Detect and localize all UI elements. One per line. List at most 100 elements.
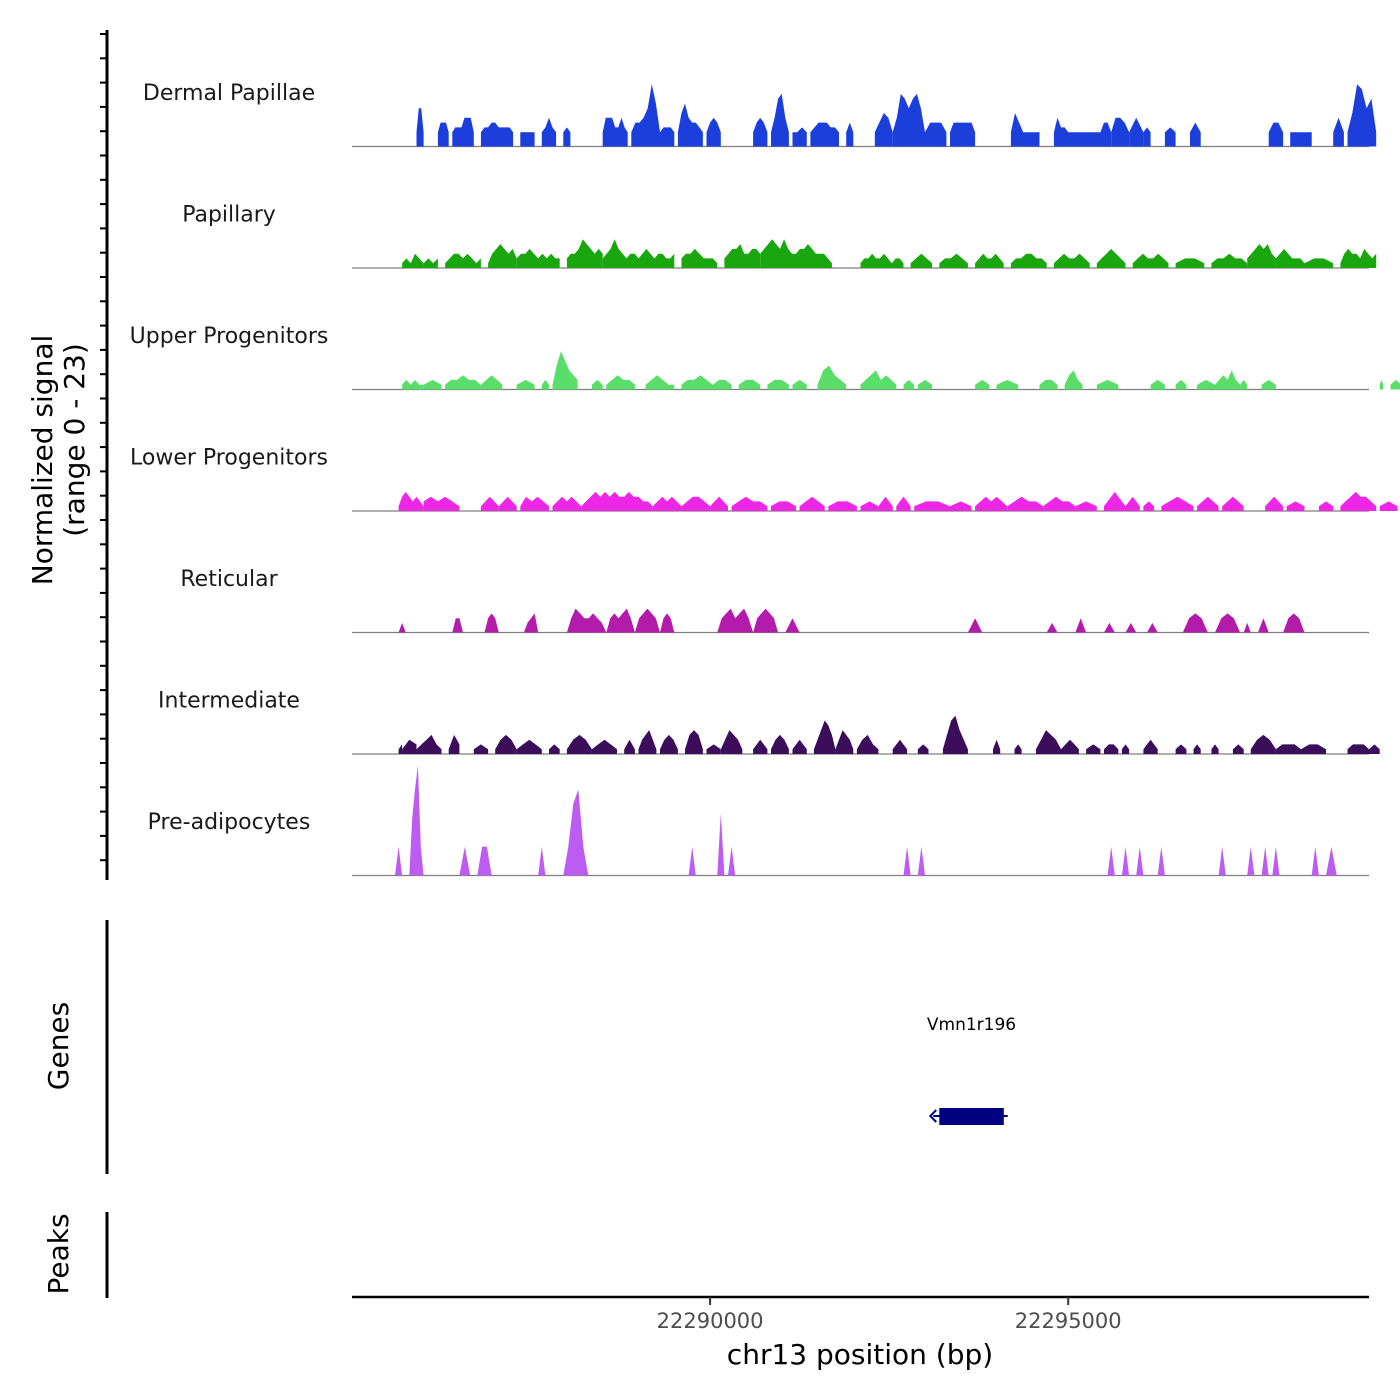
signal-peak	[785, 618, 800, 633]
signal-peak	[1240, 379, 1248, 390]
signal-peak	[1340, 248, 1377, 268]
signal-peak	[1039, 379, 1058, 390]
signal-peak	[860, 370, 897, 390]
signal-peak	[660, 613, 675, 633]
signal-peak	[1197, 379, 1215, 390]
signal-peak	[1333, 117, 1344, 147]
signal-peak	[591, 739, 617, 754]
signal-peak	[1340, 491, 1377, 511]
signal-peak	[1283, 613, 1305, 633]
track-label: Upper Progenitors	[130, 324, 329, 349]
signal-peak	[1143, 739, 1158, 754]
signal-peak	[975, 379, 990, 390]
signal-peak	[817, 365, 847, 390]
track-label: Lower Progenitors	[130, 446, 328, 471]
signal-peak	[1121, 744, 1130, 754]
signal-peak	[917, 846, 925, 876]
signal-peak	[1369, 744, 1380, 754]
signal-peak	[660, 127, 675, 147]
signal-y-axis-ticks	[100, 33, 107, 862]
signal-peak	[731, 496, 768, 511]
signal-peak	[753, 117, 768, 147]
signal-peak	[1275, 744, 1301, 754]
track-papillary: Papillary	[182, 203, 1377, 269]
x-tick-label: 22295000	[1015, 1309, 1122, 1333]
signal-peak	[846, 122, 854, 147]
signal-peak	[566, 239, 603, 268]
signal-peak	[710, 496, 728, 511]
signal-tracks: Dermal Papillae Papillary Upper Progenitor…	[130, 81, 1400, 877]
signal-peak	[1190, 122, 1201, 147]
signal-peak	[717, 813, 725, 876]
signal-peak	[541, 117, 557, 147]
strand-arrow	[928, 1109, 937, 1123]
signal-peak	[552, 496, 582, 511]
signal-peak	[1061, 739, 1079, 754]
signal-peak	[477, 846, 492, 876]
signal-peak	[1132, 253, 1169, 268]
signal-peak	[1211, 253, 1248, 268]
signal-peak	[516, 248, 560, 268]
signal-peak	[975, 496, 1008, 511]
signal-peak	[448, 734, 460, 754]
signal-peak	[631, 84, 660, 147]
signal-peak	[1247, 846, 1255, 876]
signal-peak	[652, 496, 682, 511]
signal-peak	[1096, 379, 1119, 390]
signal-peak	[1111, 117, 1130, 147]
signal-peak	[771, 734, 789, 754]
signal-peak	[967, 618, 983, 633]
signal-peak	[1086, 744, 1101, 754]
signal-peak	[792, 379, 807, 390]
signal-peak	[1104, 491, 1126, 511]
signal-peak	[728, 846, 736, 876]
signal-peak	[1379, 501, 1398, 511]
signal-peak	[398, 744, 403, 754]
signal-peak	[1075, 501, 1097, 511]
signal-peak	[1014, 744, 1022, 754]
signal-peak	[520, 496, 549, 511]
signal-peak	[1150, 379, 1165, 390]
signal-peak	[892, 739, 908, 754]
signal-peak	[423, 496, 460, 511]
track-dermal-papillae: Dermal Papillae	[143, 81, 1377, 148]
signal-peak	[459, 846, 471, 876]
signal-peak	[771, 501, 796, 511]
signal-peak	[717, 608, 754, 633]
signal-peak	[1007, 496, 1044, 511]
signal-peak	[975, 253, 1004, 268]
signal-peak	[498, 496, 517, 511]
signal-peak	[767, 379, 789, 390]
signal-peak	[523, 613, 539, 633]
signal-peak	[942, 715, 968, 754]
signal-peak	[581, 491, 653, 511]
signal-peak	[1157, 846, 1165, 876]
signal-peak	[1125, 622, 1137, 633]
signal-peak	[685, 730, 703, 754]
signal-peak	[1286, 501, 1305, 511]
signal-peak	[1064, 370, 1083, 390]
signal-peak	[950, 122, 976, 147]
x-tick-label: 22290000	[657, 1309, 764, 1333]
signal-peak	[645, 375, 675, 390]
gene-track: Vmn1r196	[927, 1015, 1016, 1125]
signal-peak	[1215, 613, 1241, 633]
signal-peak	[903, 846, 911, 876]
signal-peak	[1161, 496, 1194, 511]
signal-peak	[874, 113, 893, 147]
signal-peak	[914, 501, 950, 511]
signal-peak	[634, 608, 660, 633]
signal-peak	[1301, 744, 1326, 754]
signal-peak	[1075, 618, 1087, 633]
peaks-panel-title: Peaks	[42, 1213, 75, 1294]
y-axis-title-line2: (range 0 - 23)	[58, 343, 91, 537]
signal-peak	[416, 734, 442, 754]
signal-peak	[1326, 846, 1337, 876]
signal-peak	[681, 496, 711, 511]
signal-peak	[681, 248, 718, 268]
signal-peak	[566, 608, 607, 633]
x-axis-ticks: 22290000 22295000	[657, 1297, 1122, 1333]
signal-peak	[810, 122, 839, 147]
signal-peak	[1247, 244, 1276, 268]
